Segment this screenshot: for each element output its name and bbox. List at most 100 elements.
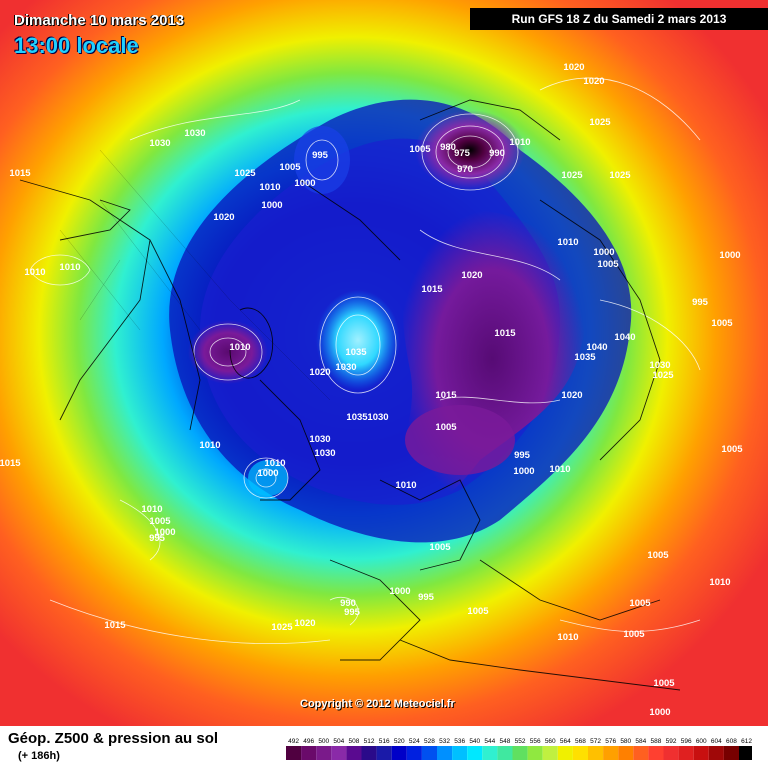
- pressure-label: 1005: [597, 259, 619, 270]
- pressure-label: 1000: [154, 527, 175, 538]
- legend-tick-label: 528: [424, 738, 435, 745]
- pressure-label: 1005: [721, 444, 743, 455]
- legend-tick-label: 544: [484, 738, 495, 745]
- pressure-label: 1005: [279, 162, 301, 173]
- legend-tick-label: 512: [364, 738, 375, 745]
- legend-tick-label: 492: [288, 738, 299, 745]
- pressure-label: 970: [457, 164, 473, 175]
- legend-swatch: [452, 746, 468, 760]
- pressure-label: 1005: [623, 629, 645, 640]
- legend-tick-label: 532: [439, 738, 450, 745]
- pressure-label: 1000: [719, 250, 740, 261]
- pressure-label: 995: [312, 150, 329, 161]
- legend-tick-label: 592: [666, 738, 677, 745]
- legend-swatch: [512, 746, 528, 760]
- legend-swatch: [663, 746, 679, 760]
- pressure-label: 990: [340, 598, 356, 609]
- legend-swatch: [331, 746, 347, 760]
- pressure-label: 1025: [561, 170, 583, 181]
- pressure-label: 1025: [652, 370, 674, 381]
- legend-swatch: [497, 746, 513, 760]
- pressure-label: 1005: [647, 550, 669, 561]
- legend-tick-label: 500: [318, 738, 329, 745]
- legend-tick-label: 588: [651, 738, 662, 745]
- legend-tick-label: 516: [379, 738, 390, 745]
- pressure-label: 1010: [549, 464, 570, 475]
- forecast-offset: (+ 186h): [18, 750, 60, 762]
- pressure-label: 1030: [309, 434, 330, 445]
- pressure-label: 1010: [24, 267, 45, 278]
- run-info-text: Run GFS 18 Z du Samedi 2 mars 2013: [511, 12, 727, 26]
- legend-swatch: [678, 746, 694, 760]
- legend-swatch: [588, 746, 604, 760]
- pressure-label: 1020: [213, 212, 234, 223]
- pressure-label: 1025: [271, 622, 293, 633]
- pressure-label: 1010: [264, 458, 285, 469]
- legend-tick-label: 508: [349, 738, 360, 745]
- legend-swatch: [406, 746, 422, 760]
- copyright-text: Copyright © 2012 Meteociel.fr: [300, 698, 455, 710]
- pressure-label: 1005: [467, 606, 489, 617]
- legend-swatch: [603, 746, 619, 760]
- pressure-label: 1010: [709, 577, 730, 588]
- pressure-label: 1015: [104, 620, 126, 631]
- legend-swatch: [391, 746, 407, 760]
- legend-swatch: [648, 746, 664, 760]
- pressure-label: 1000: [389, 586, 410, 597]
- pressure-label: 1030: [184, 128, 205, 139]
- pressure-label: 980: [440, 142, 456, 153]
- pressure-label: 995: [149, 533, 166, 544]
- pressure-label: 1015: [0, 458, 21, 469]
- pressure-label: 1035: [574, 352, 596, 363]
- pressure-label: 1030: [314, 448, 335, 459]
- color-scale-legend: 492 496 500 504 508 512 516 520 524 528 532 536 540 5…: [286, 738, 752, 760]
- legend-swatch: [557, 746, 573, 760]
- legend-swatch: [467, 746, 483, 760]
- legend-swatch: [286, 746, 302, 760]
- pressure-label: 1005: [429, 542, 451, 553]
- legend-swatch: [693, 746, 709, 760]
- legend-swatch: [723, 746, 739, 760]
- run-info-box: Run GFS 18 Z du Samedi 2 mars 2013: [470, 8, 768, 30]
- pressure-label: 1010: [259, 182, 280, 193]
- pressure-label: 1010: [557, 632, 578, 643]
- legend-tick-label: 548: [500, 738, 511, 745]
- pressure-label: 1040: [586, 342, 607, 353]
- pressure-label: 1000: [649, 707, 670, 718]
- legend-tick-label: 604: [711, 738, 722, 745]
- pressure-label: 1000: [261, 200, 282, 211]
- pressure-label: 1030: [649, 360, 670, 371]
- legend-swatch: [618, 746, 634, 760]
- pressure-label: 1015: [9, 168, 31, 179]
- legend-swatch: [482, 746, 498, 760]
- legend-swatch: [346, 746, 362, 760]
- pressure-label: 1010: [141, 504, 162, 515]
- pressure-label: 1030: [335, 362, 356, 373]
- legend-tick-label: 536: [454, 738, 465, 745]
- legend-tick-label: 520: [394, 738, 405, 745]
- legend-swatch: [301, 746, 317, 760]
- pressure-label: 1020: [461, 270, 482, 281]
- pressure-label: 995: [514, 450, 531, 461]
- pressure-label: 995: [344, 607, 361, 618]
- pressure-label: 1010: [557, 237, 578, 248]
- pressure-label: 1000: [294, 178, 315, 189]
- legend-tick-label: 596: [681, 738, 692, 745]
- pressure-label: 1020: [561, 390, 582, 401]
- map-title: Géop. Z500 & pression au sol: [8, 730, 219, 747]
- legend-tick-label: 540: [469, 738, 480, 745]
- pressure-label: 1020: [294, 618, 315, 629]
- legend-tick-label: 580: [620, 738, 631, 745]
- pressure-label: 1005: [629, 598, 651, 609]
- pressure-label: 975: [454, 148, 471, 159]
- legend-swatch: [361, 746, 377, 760]
- legend-swatch: [542, 746, 558, 760]
- legend-swatch: [708, 746, 724, 760]
- pressure-label: 1010: [509, 137, 530, 148]
- forecast-date: Dimanche 10 mars 2013: [14, 12, 185, 29]
- legend-tick-label: 572: [590, 738, 601, 745]
- pressure-label: 995: [418, 592, 435, 603]
- pressure-label: 1020: [583, 76, 604, 87]
- pressure-label: 1015: [421, 284, 443, 295]
